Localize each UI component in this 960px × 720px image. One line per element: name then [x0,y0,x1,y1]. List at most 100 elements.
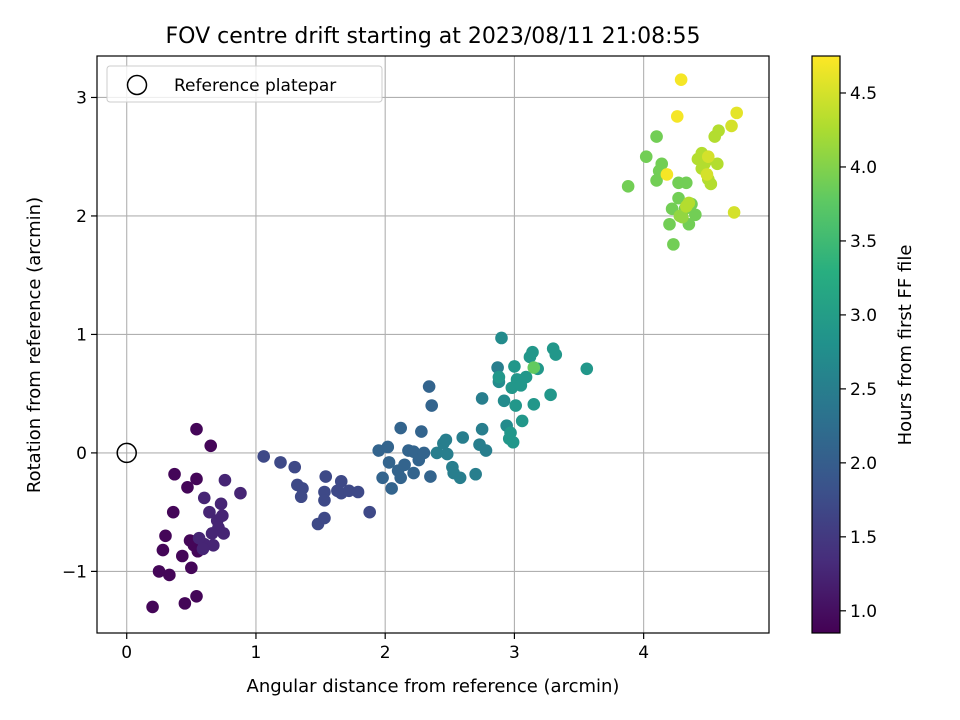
data-point [204,439,218,453]
y-tick-label: 0 [76,444,87,464]
data-point [288,460,302,474]
data-point [704,177,718,191]
data-point [217,527,230,540]
data-point [205,527,219,540]
data-point [166,505,180,519]
data-point [381,440,395,454]
data-point [422,380,436,393]
x-axis-label: Angular distance from reference (arcmin) [247,676,620,697]
data-point [424,470,437,483]
data-point [663,217,676,231]
data-point [700,168,714,181]
data-point [526,345,539,359]
colorbar-ticks: 1.0 1.5 2.0 2.5 3.0 3.5 4.0 4.5 [840,84,877,622]
data-point [701,150,715,164]
data-point [650,130,663,143]
data-point [181,480,194,494]
y-tick-label: 2 [76,207,87,227]
data-point [190,422,203,436]
data-point [527,361,541,374]
colorbar-tick-label: 2.5 [850,380,877,400]
data-point [492,370,506,384]
data-point [497,394,511,408]
x-tick-label: 3 [509,643,520,663]
data-point [430,446,444,460]
data-point [650,174,663,187]
data-point [146,600,159,614]
data-point [319,470,333,483]
data-point [730,106,743,120]
legend-box [106,65,383,103]
colorbar-tick-label: 1.0 [850,602,877,622]
colorbar-gradient [812,56,840,633]
data-point [670,110,684,123]
data-point [192,531,206,545]
data-point [679,176,693,190]
data-point [318,494,331,507]
data-point [667,238,680,251]
colorbar-frame [811,55,841,634]
data-point [407,466,420,480]
data-point [711,157,724,171]
data-point [676,210,689,224]
colorbar-tick-label: 4.5 [850,84,877,104]
data-point [398,458,411,472]
colorbar-tick-label: 4.0 [850,158,877,178]
y-tick-label: 1 [76,325,87,345]
data-point [515,414,529,428]
data-point [506,435,520,449]
data-point [682,196,696,210]
data-point [351,485,365,499]
x-tick-label: 1 [251,643,262,663]
data-point [475,422,489,436]
reference-point-marker [116,442,137,464]
data-point [689,208,702,222]
data-point [190,472,203,486]
plot-area-frame [96,55,770,634]
data-point [334,475,348,488]
data-point [159,529,172,543]
legend-label-reference: Reference platepar [174,76,336,96]
colorbar-tick-label: 1.5 [850,528,877,548]
y-axis-ticks: −1 0 1 2 3 [62,88,97,582]
data-point [453,471,467,485]
data-point [508,360,521,373]
data-point [385,482,398,495]
data-point [672,191,685,205]
data-point [363,505,376,519]
data-point [712,124,725,137]
colorbar-tick-label: 3.0 [850,306,877,326]
data-point [660,168,674,181]
data-point [544,388,557,402]
data-point [519,370,533,384]
data-point [274,456,287,469]
data-point [456,431,470,444]
colorbar-tick-label: 2.0 [850,454,877,474]
y-axis-label: Rotation from reference (arcmin) [24,197,45,493]
data-points [146,73,743,614]
data-point [417,446,431,460]
data-point [439,433,453,447]
data-point [639,150,653,164]
data-point [440,447,454,461]
x-tick-label: 2 [380,643,391,663]
data-point [655,157,669,171]
x-tick-label: 4 [638,643,649,663]
data-point [394,421,407,435]
colorbar-label: Hours from first FF file [895,245,916,446]
data-point [190,589,203,603]
data-point [725,119,738,133]
data-point [294,490,308,504]
data-point [331,484,344,498]
colorbar: 1.0 1.5 2.0 2.5 3.0 3.5 4.0 4.5 Hours from firs… [811,55,916,634]
chart-title: FOV centre drift starting at 2023/08/11 … [166,24,701,49]
data-point [504,426,517,440]
y-tick-label: −1 [62,562,87,582]
data-point [185,561,198,575]
data-point [621,180,635,193]
data-point [674,73,688,86]
data-point [491,361,504,374]
x-axis-ticks: 0 1 2 3 4 [121,633,649,663]
data-point [168,467,181,481]
